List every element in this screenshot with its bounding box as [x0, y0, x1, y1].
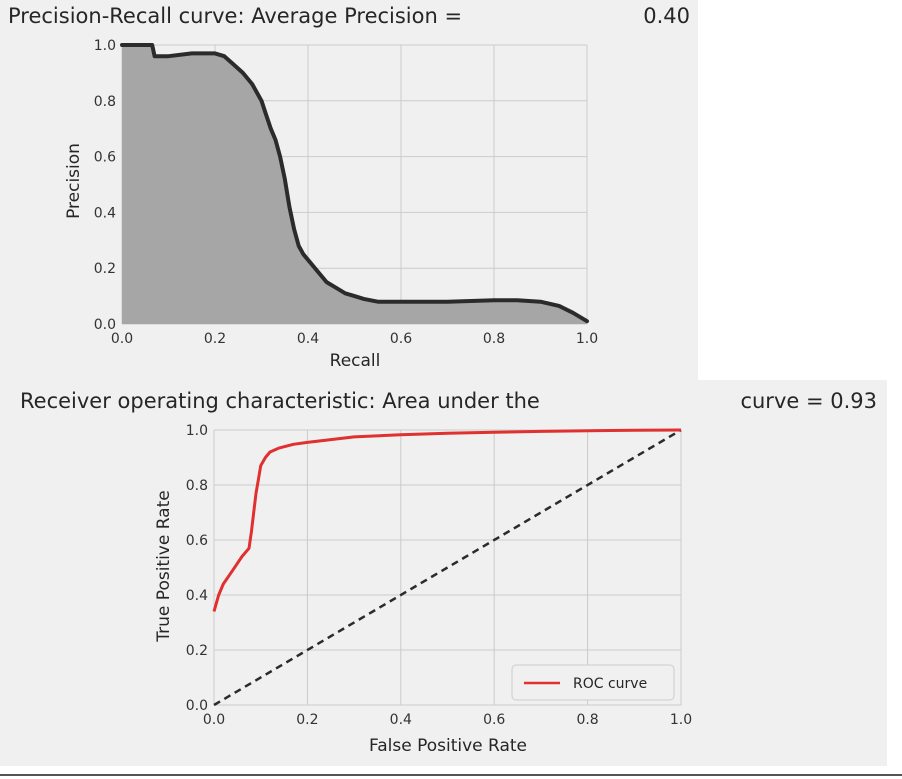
roc-chart-title: Receiver operating characteristic: Area … — [20, 389, 540, 413]
roc-y-tick-label: 0.4 — [186, 588, 208, 604]
roc-y-axis-label: True Positive Rate — [154, 490, 174, 642]
bottom-divider — [0, 774, 902, 776]
roc-curve-line — [212, 428, 682, 612]
roc-x-tick-label: 0.2 — [296, 712, 318, 728]
roc-x-tick-label: 0.4 — [390, 712, 412, 728]
pr-curve-line — [120, 43, 589, 324]
pr-chart-title-value: 0.40 — [643, 4, 690, 28]
roc-y-tick-label: 0.6 — [186, 533, 208, 549]
pr-x-tick-label: 0.4 — [297, 331, 319, 347]
pr-y-tick-label: 0.0 — [94, 317, 116, 333]
roc-x-tick-label: 0.0 — [203, 712, 225, 728]
roc-legend-box — [511, 664, 675, 701]
roc-y-tick-label: 0.8 — [186, 478, 208, 494]
roc-x-tick-label: 1.0 — [670, 712, 692, 728]
pr-y-tick-label: 1.0 — [94, 38, 116, 54]
pr-x-tick-label: 0.8 — [483, 331, 505, 347]
pr-y-tick-label: 0.4 — [94, 205, 116, 221]
roc-legend-label: ROC curve — [573, 676, 647, 692]
pr-x-tick-label: 1.0 — [576, 331, 598, 347]
pr-x-axis-label: Recall — [330, 351, 381, 371]
pr-y-tick-label: 0.2 — [94, 261, 116, 277]
roc-y-tick-label: 1.0 — [186, 423, 208, 439]
pr-chart: 0.0 0.2 0.4 0.6 0.8 1.0 0.0 0.2 0.4 0.6 0.8 1.0 Pre… — [8, 4, 690, 371]
pr-chart-title: Precision-Recall curve: Average Precisio… — [8, 4, 462, 28]
pr-x-tick-label: 0.0 — [111, 331, 133, 347]
pr-area — [122, 45, 587, 324]
roc-y-tick-label: 0.2 — [186, 643, 208, 659]
pr-y-tick-label: 0.8 — [94, 94, 116, 110]
pr-y-axis-label: Precision — [64, 143, 84, 219]
roc-x-axis-label: False Positive Rate — [369, 736, 527, 756]
roc-y-tick-label: 0.0 — [186, 698, 208, 714]
roc-diagonal-line — [213, 428, 682, 707]
roc-chart-title-value: curve = 0.93 — [740, 389, 877, 413]
roc-x-tick-label: 0.6 — [483, 712, 505, 728]
pr-chart-panel: 0.0 0.2 0.4 0.6 0.8 1.0 0.0 0.2 0.4 0.6 0.8 1.0 Pre… — [0, 0, 698, 380]
pr-x-tick-label: 0.6 — [390, 331, 412, 347]
roc-x-tick-label: 0.8 — [576, 712, 598, 728]
roc-chart: 0.0 0.2 0.4 0.6 0.8 1.0 0.0 0.2 0.4 0.6 0.8 1.0 Rec… — [20, 389, 877, 756]
roc-chart-panel: 0.0 0.2 0.4 0.6 0.8 1.0 0.0 0.2 0.4 0.6 0.8 1.0 Rec… — [0, 380, 887, 766]
roc-legend: ROC curve — [511, 664, 675, 701]
pr-x-tick-label: 0.2 — [204, 331, 226, 347]
pr-y-tick-label: 0.6 — [94, 150, 116, 166]
